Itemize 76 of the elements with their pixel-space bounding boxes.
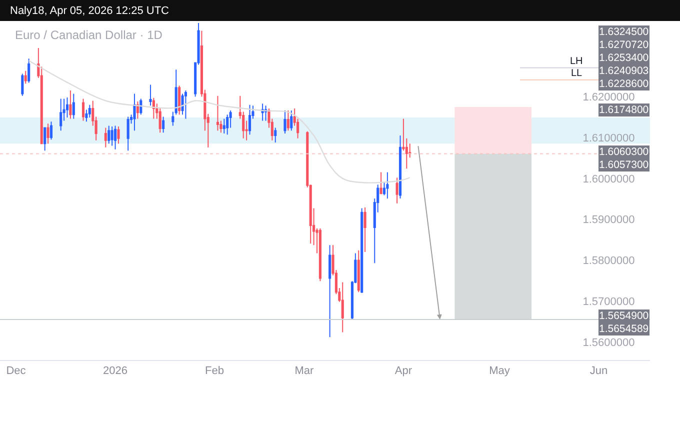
candlestick bbox=[222, 118, 226, 134]
candlestick bbox=[178, 85, 181, 116]
y-tick-label: 1.5600000 bbox=[582, 336, 635, 349]
candlestick bbox=[261, 103, 264, 122]
annotation: 1.5654900 bbox=[599, 310, 649, 322]
candlestick bbox=[50, 121, 53, 140]
candlestick bbox=[386, 172, 389, 199]
ref-line-label: LH bbox=[570, 56, 583, 67]
candlestick bbox=[110, 126, 114, 146]
candlestick bbox=[274, 127, 277, 143]
candlestick bbox=[248, 104, 252, 136]
candlestick bbox=[149, 84, 152, 106]
candlestick bbox=[46, 123, 50, 144]
candlestick bbox=[216, 95, 220, 132]
annotation: 1.6253400 bbox=[599, 52, 649, 64]
y-tick-label: 1.6200000 bbox=[582, 92, 635, 104]
candlestick bbox=[380, 172, 382, 194]
ref-line-label: LL bbox=[571, 68, 583, 79]
candlestick bbox=[21, 73, 24, 96]
candlestick bbox=[114, 125, 117, 150]
candlestick bbox=[108, 125, 110, 144]
y-tick-label: 1.5700000 bbox=[582, 296, 635, 308]
candlestick bbox=[72, 93, 75, 120]
candlestick bbox=[140, 98, 142, 116]
x-tick-label: Dec bbox=[6, 365, 26, 378]
candlestick bbox=[82, 98, 85, 122]
x-tick-label: 2026 bbox=[103, 365, 128, 378]
candlestick bbox=[44, 127, 46, 152]
annotation: 1.6228600 bbox=[599, 78, 649, 90]
annotation: 1.6270720 bbox=[599, 39, 649, 51]
candlestick bbox=[126, 116, 130, 152]
candlestick bbox=[357, 250, 360, 293]
candlestick bbox=[286, 110, 290, 132]
annotation: 1.6174800 bbox=[599, 104, 649, 116]
annotation: 1.6324500 bbox=[599, 26, 649, 38]
candlestick bbox=[136, 101, 139, 120]
candlestick bbox=[24, 70, 27, 84]
candlestick bbox=[396, 177, 398, 204]
candlestick bbox=[133, 93, 136, 132]
candlestick bbox=[398, 135, 402, 199]
annotation: 1.5654589 bbox=[599, 323, 649, 335]
line-series bbox=[28, 60, 410, 184]
candlestick bbox=[364, 206, 366, 253]
x-tick-label: Jun bbox=[590, 365, 608, 378]
y-tick-label: 1.6100000 bbox=[582, 132, 635, 144]
annotation: 1.6060300 bbox=[599, 146, 649, 158]
candlestick bbox=[181, 93, 184, 116]
candlestick bbox=[66, 96, 69, 118]
y-tick-label: 1.5900000 bbox=[582, 214, 635, 226]
x-tick-label: Apr bbox=[394, 365, 412, 378]
candlestick bbox=[60, 98, 62, 132]
candlestick bbox=[360, 208, 364, 294]
candlestick bbox=[328, 244, 332, 338]
candlestick bbox=[184, 90, 187, 120]
candlestick bbox=[104, 127, 107, 148]
candlestick bbox=[226, 114, 229, 136]
candlestick bbox=[28, 58, 30, 84]
text: Euro / Canadian Dollar · 1D bbox=[15, 28, 163, 42]
annotation: 1.6057300 bbox=[599, 159, 649, 171]
annotation: 1.6240903 bbox=[599, 65, 649, 77]
y-tick-label: 1.5800000 bbox=[582, 255, 635, 268]
y-tick-label: 1.6000000 bbox=[582, 173, 635, 186]
candlestick bbox=[162, 116, 165, 134]
candlestick bbox=[284, 110, 286, 134]
candlestick bbox=[88, 104, 91, 118]
candlestick bbox=[318, 228, 322, 282]
candlestick bbox=[152, 97, 155, 120]
candlestick bbox=[290, 110, 293, 132]
x-tick-label: Mar bbox=[294, 365, 314, 378]
candlestick bbox=[341, 282, 344, 333]
candlestick bbox=[117, 126, 120, 144]
candlestick bbox=[85, 109, 88, 122]
candlestick bbox=[69, 90, 72, 120]
x-tick-label: May bbox=[489, 365, 510, 378]
x-tick-label: Feb bbox=[205, 365, 224, 378]
chart-subtitle: Naly18, Apr 05, 2026 12:25 UTC bbox=[10, 5, 170, 17]
